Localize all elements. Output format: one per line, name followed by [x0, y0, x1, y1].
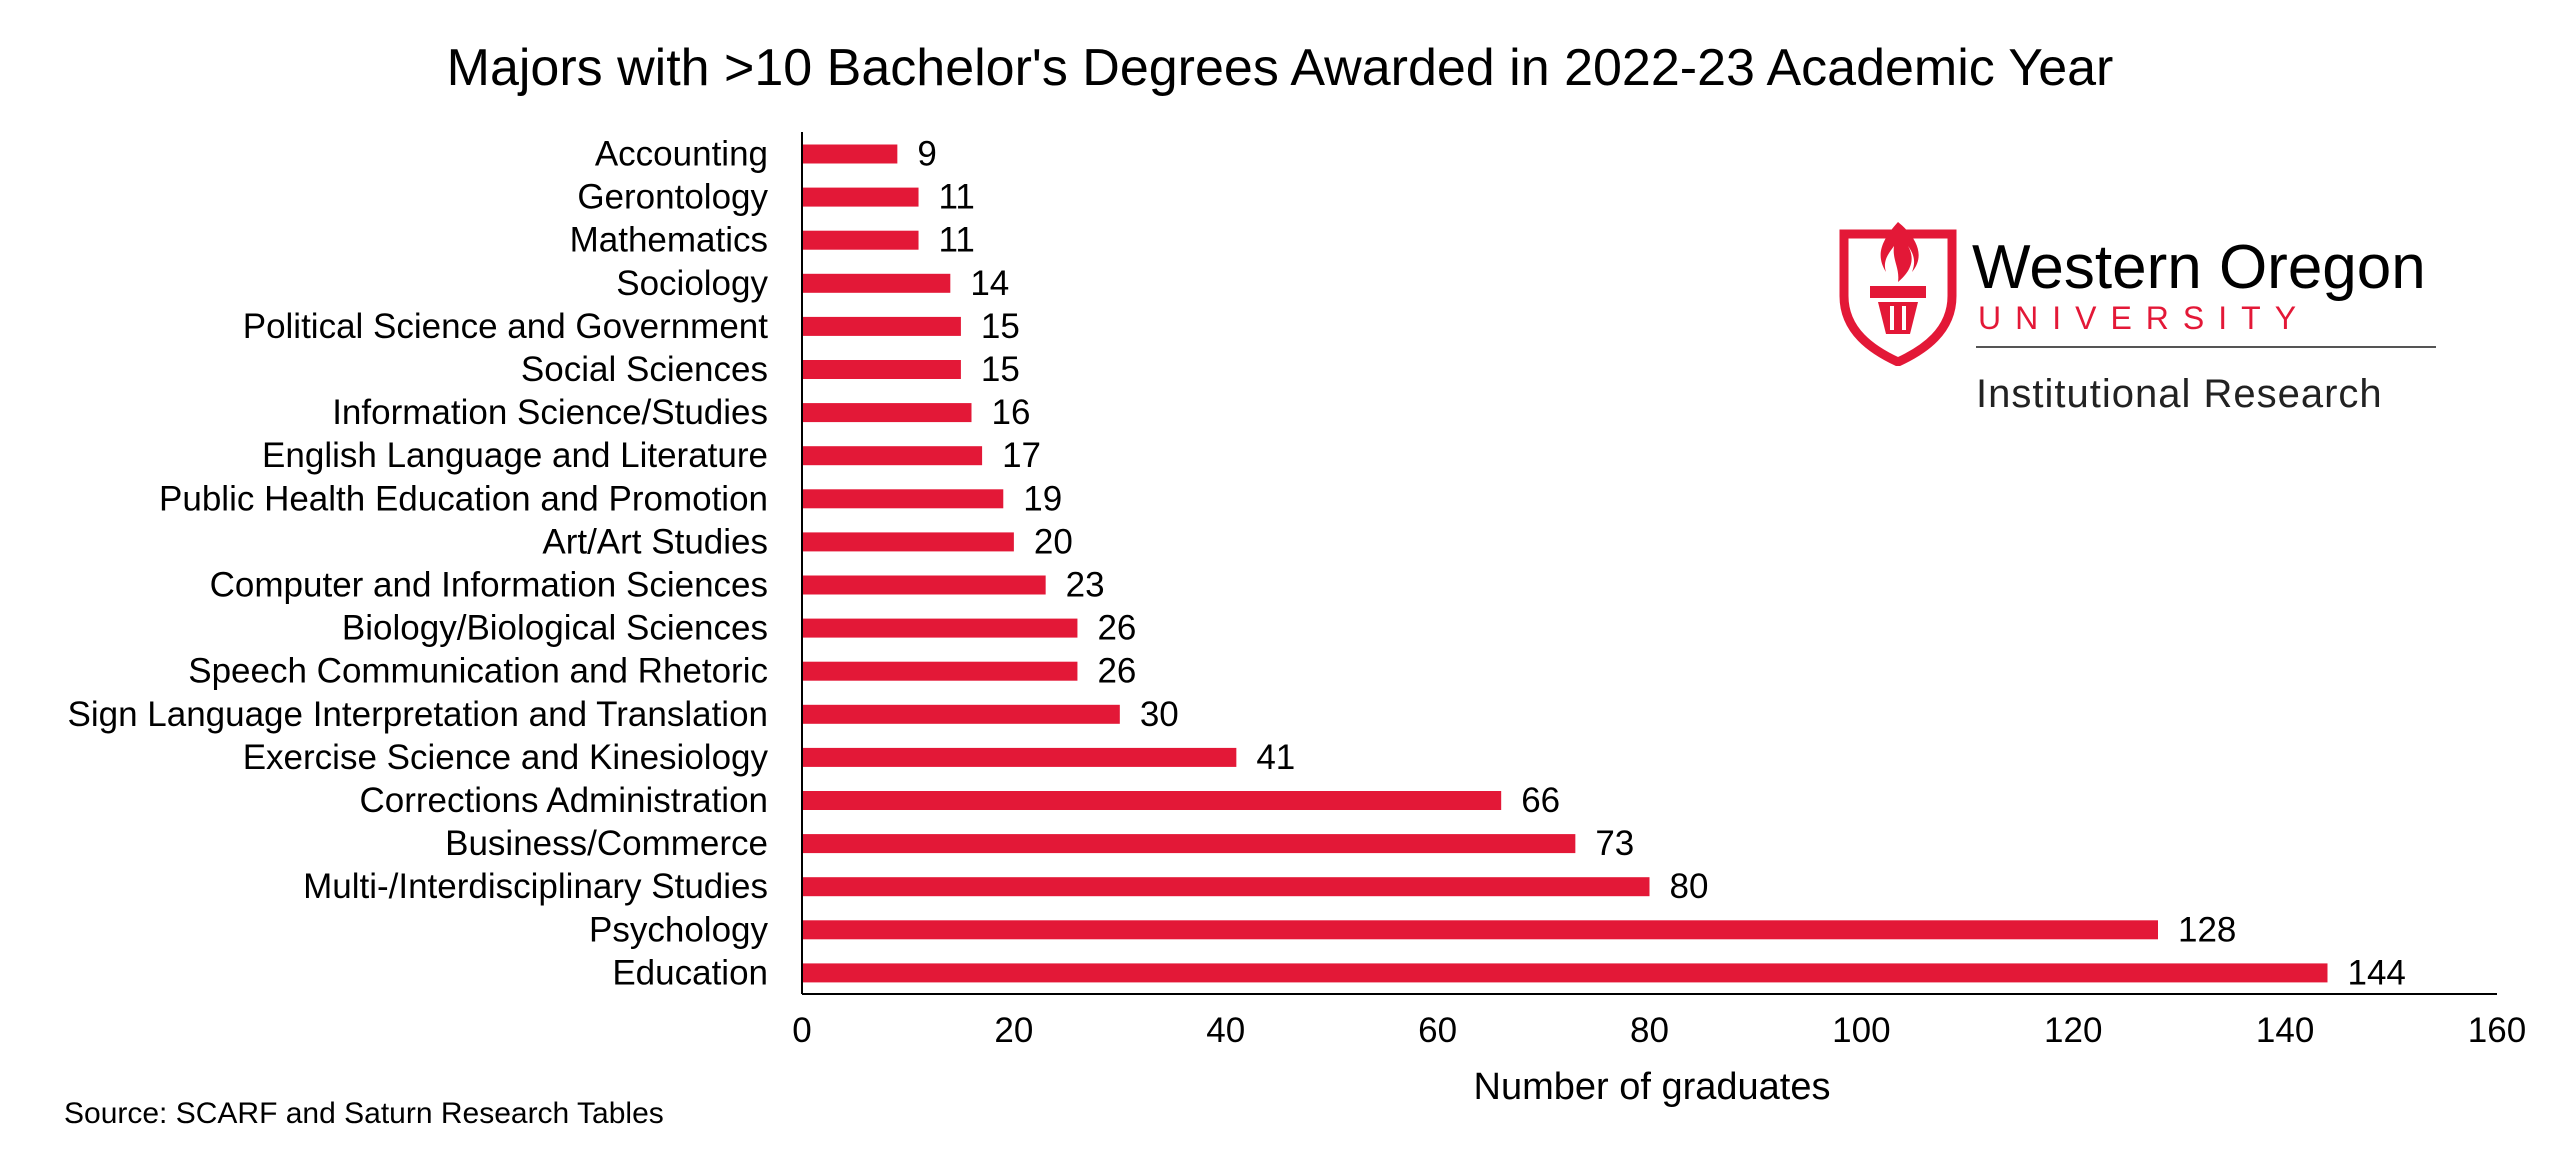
- category-label: Corrections Administration: [360, 781, 769, 820]
- x-tick-label: 20: [994, 1011, 1033, 1050]
- category-label: Information Science/Studies: [332, 393, 768, 432]
- data-label: 26: [1097, 609, 1136, 648]
- x-tick-label: 80: [1630, 1011, 1669, 1050]
- category-label: Multi-/Interdisciplinary Studies: [303, 867, 768, 906]
- x-tick-label: 160: [2468, 1011, 2526, 1050]
- bar: [802, 877, 1650, 897]
- data-label: 17: [1002, 436, 1041, 475]
- bar: [802, 834, 1576, 854]
- category-label: Psychology: [589, 910, 768, 949]
- chart-title: Majors with >10 Bachelor's Degrees Award…: [446, 39, 2114, 97]
- category-label: Biology/Biological Sciences: [342, 609, 768, 648]
- data-label: 16: [992, 393, 1031, 432]
- university-logo: Western Oregon UNIVERSITY Institutional …: [1836, 212, 2456, 432]
- bar: [802, 230, 919, 250]
- logo-divider: [1976, 346, 2436, 348]
- bar: [802, 187, 919, 207]
- category-label: Public Health Education and Promotion: [159, 479, 768, 518]
- source-note: Source: SCARF and Saturn Research Tables: [64, 1097, 664, 1130]
- data-label: 128: [2178, 910, 2236, 949]
- category-label: Business/Commerce: [445, 824, 768, 863]
- data-label: 144: [2348, 953, 2406, 992]
- category-label: Gerontology: [577, 178, 768, 217]
- bar: [802, 273, 951, 293]
- data-label: 19: [1023, 479, 1062, 518]
- bar: [802, 618, 1078, 638]
- bar: [802, 704, 1120, 724]
- category-label: Sign Language Interpretation and Transla…: [67, 695, 768, 734]
- category-label: Accounting: [595, 135, 768, 174]
- bar: [802, 403, 972, 423]
- logo-name: Western Oregon: [1972, 233, 2426, 302]
- bar: [802, 144, 898, 164]
- data-label: 15: [981, 307, 1020, 346]
- data-label: 20: [1034, 522, 1073, 561]
- bar: [802, 532, 1014, 552]
- category-label: Computer and Information Sciences: [210, 566, 768, 605]
- x-tick-label: 100: [1832, 1011, 1890, 1050]
- x-tick-label: 60: [1418, 1011, 1457, 1050]
- category-label: Exercise Science and Kinesiology: [243, 738, 769, 777]
- data-label: 14: [970, 264, 1009, 303]
- x-tick-label: 120: [2044, 1011, 2102, 1050]
- data-label: 26: [1097, 652, 1136, 691]
- torch-shield-icon: [1839, 222, 1957, 366]
- data-label: 73: [1595, 824, 1634, 863]
- data-label: 66: [1521, 781, 1560, 820]
- bar: [802, 661, 1078, 681]
- bar: [802, 316, 961, 336]
- bar: [802, 920, 2158, 940]
- data-label: 30: [1140, 695, 1179, 734]
- x-tick-label: 0: [792, 1011, 811, 1050]
- bar: [802, 963, 2328, 983]
- bar: [802, 575, 1046, 595]
- bar: [802, 747, 1237, 767]
- x-axis-title: Number of graduates: [1473, 1066, 1831, 1108]
- category-label: Social Sciences: [521, 350, 768, 389]
- category-label: English Language and Literature: [262, 436, 768, 475]
- category-label: Art/Art Studies: [542, 522, 768, 561]
- data-label: 23: [1066, 566, 1105, 605]
- data-label: 80: [1670, 867, 1709, 906]
- logo-university: UNIVERSITY: [1978, 300, 2311, 336]
- x-tick-label: 140: [2256, 1011, 2314, 1050]
- data-label: 11: [939, 221, 975, 260]
- logo-department: Institutional Research: [1976, 372, 2383, 416]
- x-tick-label: 40: [1206, 1011, 1245, 1050]
- bar: [802, 360, 961, 379]
- bar: [802, 446, 983, 466]
- category-label: Mathematics: [570, 221, 768, 260]
- category-label: Speech Communication and Rhetoric: [188, 652, 768, 691]
- data-label: 9: [917, 135, 936, 174]
- data-label: 15: [981, 350, 1020, 389]
- bar: [802, 489, 1004, 509]
- data-label: 41: [1256, 738, 1295, 777]
- data-label: 11: [939, 178, 975, 217]
- category-label: Political Science and Government: [243, 307, 769, 346]
- category-label: Education: [612, 953, 768, 992]
- category-label: Sociology: [616, 264, 768, 303]
- bar: [802, 791, 1502, 810]
